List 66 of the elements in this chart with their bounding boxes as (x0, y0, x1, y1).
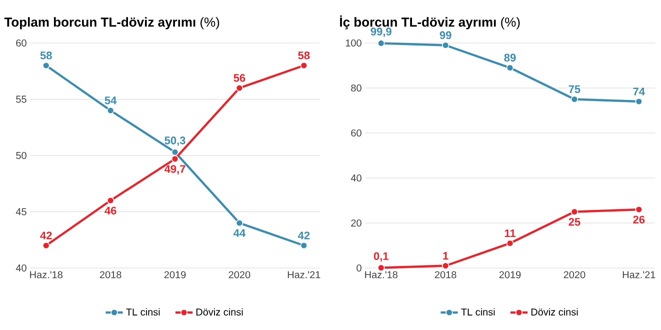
legend-label: TL cinsi (126, 308, 160, 316)
y-tick-label: 80 (351, 84, 362, 92)
point (506, 64, 514, 72)
point (236, 219, 244, 227)
data-label: 1 (443, 252, 448, 260)
y-tick-label: 45 (16, 208, 26, 216)
data-label: 46 (104, 206, 116, 214)
y-tick-label: 40 (16, 264, 26, 272)
chart-title: Toplam borcun TL-döviz ayrımı (%) (4, 17, 220, 30)
data-label: 56 (234, 74, 246, 82)
data-label: 99 (440, 31, 452, 40)
y-tick-label: 20 (351, 219, 362, 227)
y-tick-label: 60 (351, 129, 362, 137)
data-label: 0,1 (374, 252, 388, 262)
data-label: 50,3 (164, 136, 186, 146)
point (442, 262, 450, 270)
x-tick-label: 2018 (434, 271, 456, 278)
data-label: 11 (504, 229, 516, 238)
x-tick-label: 2019 (499, 271, 521, 278)
data-label: 58 (298, 52, 310, 60)
x-tick-label: Haz.'21 (622, 271, 656, 278)
y-tick-label: 100 (346, 39, 362, 47)
point (378, 264, 385, 272)
x-tick-label: 2019 (164, 271, 186, 278)
y-tick-label: 55 (16, 96, 26, 103)
data-label: 44 (234, 229, 246, 237)
y-tick-label: 60 (16, 39, 26, 47)
data-label: 99,9 (370, 28, 392, 38)
point (171, 148, 179, 156)
point (300, 242, 308, 250)
point (378, 40, 385, 47)
point (506, 240, 514, 247)
point (236, 84, 244, 92)
point (42, 62, 50, 70)
data-label: 25 (568, 218, 580, 226)
data-label: 58 (40, 52, 52, 60)
y-tick-label: 0 (356, 264, 362, 272)
data-label: 54 (104, 96, 117, 104)
point (171, 155, 179, 162)
legend-label: Döviz cinsi (196, 308, 243, 316)
x-tick-label: 2018 (100, 271, 122, 278)
point (635, 206, 642, 214)
data-label: 42 (40, 232, 52, 240)
x-tick-label: 2020 (228, 271, 250, 278)
legend-label: Döviz cinsi (531, 308, 578, 316)
y-tick-label: 40 (350, 174, 362, 182)
point (42, 242, 50, 250)
data-label: 75 (568, 85, 580, 94)
data-label: 49,7 (164, 165, 186, 174)
point (300, 62, 308, 70)
x-tick-label: 2020 (564, 271, 586, 278)
point (106, 106, 114, 114)
data-label: 42 (298, 232, 310, 240)
x-tick-label: Haz.'18 (365, 271, 398, 278)
point (570, 96, 578, 103)
legend-label: TL cinsi (461, 308, 495, 316)
data-label: 74 (633, 88, 645, 96)
data-label: 26 (633, 216, 645, 224)
y-tick-label: 50 (16, 152, 26, 160)
x-tick-label: Haz.'21 (288, 271, 320, 278)
point (635, 98, 642, 106)
x-tick-label: Haz.'18 (30, 271, 62, 278)
point (106, 196, 114, 204)
point (570, 208, 578, 216)
data-label: 89 (504, 54, 516, 62)
point (442, 42, 450, 49)
